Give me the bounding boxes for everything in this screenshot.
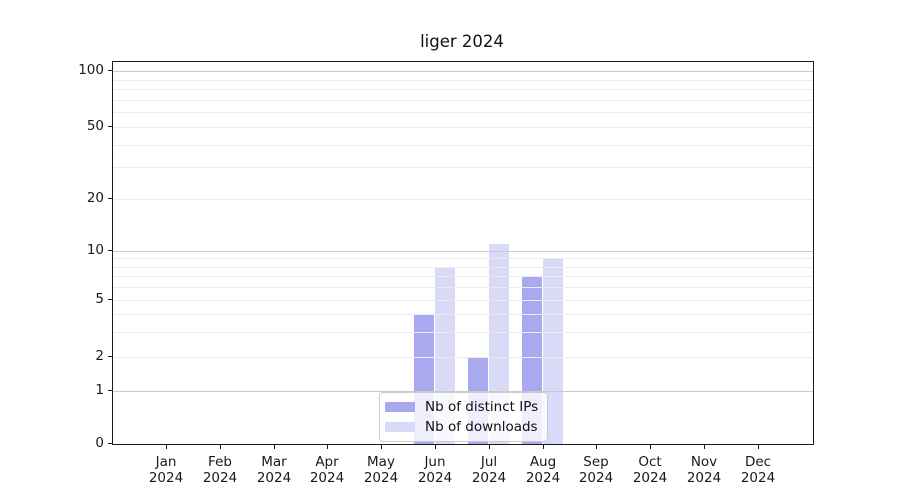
minor-gridline <box>113 145 813 146</box>
minor-gridline <box>113 80 813 81</box>
y-tick-mark <box>108 390 112 391</box>
legend-swatch-distinct-ips <box>385 402 415 412</box>
x-tick-label: Dec 2024 <box>740 454 776 486</box>
y-tick-mark <box>108 250 112 251</box>
legend-label-downloads: Nb of downloads <box>425 419 538 435</box>
x-tick-label: Feb 2024 <box>202 454 238 486</box>
y-tick-mark <box>108 299 112 300</box>
y-tick-mark <box>108 198 112 199</box>
x-tick-mark <box>381 444 382 449</box>
minor-gridline <box>113 300 813 301</box>
x-tick-label: Jun 2024 <box>417 454 453 486</box>
x-tick-mark <box>274 444 275 449</box>
minor-gridline <box>113 287 813 288</box>
minor-gridline <box>113 167 813 168</box>
x-tick-mark <box>704 444 705 449</box>
y-tick-label: 5 <box>95 291 104 307</box>
minor-gridline <box>113 127 813 128</box>
chart-title: liger 2024 <box>420 32 504 51</box>
x-tick-label: Mar 2024 <box>256 454 292 486</box>
x-tick-mark <box>758 444 759 449</box>
x-tick-mark <box>489 444 490 449</box>
x-tick-label: Jan 2024 <box>148 454 184 486</box>
x-tick-label: Oct 2024 <box>632 454 668 486</box>
x-tick-mark <box>166 444 167 449</box>
x-tick-mark <box>650 444 651 449</box>
x-tick-label: May 2024 <box>363 454 399 486</box>
y-tick-label: 20 <box>86 190 104 206</box>
y-tick-label: 1 <box>95 382 104 398</box>
minor-gridline <box>113 267 813 268</box>
x-tick-mark <box>220 444 221 449</box>
minor-gridline <box>113 199 813 200</box>
legend-swatch-downloads <box>385 422 415 432</box>
x-tick-label: Apr 2024 <box>309 454 345 486</box>
x-tick-mark <box>596 444 597 449</box>
y-tick-mark <box>108 443 112 444</box>
plot-area <box>112 61 814 445</box>
y-tick-label: 0 <box>95 435 104 451</box>
minor-gridline <box>113 332 813 333</box>
minor-gridline <box>113 112 813 113</box>
y-tick-mark <box>108 356 112 357</box>
y-tick-label: 100 <box>78 62 104 78</box>
legend-item-downloads: Nb of downloads <box>385 419 538 435</box>
minor-gridline <box>113 89 813 90</box>
y-tick-mark <box>108 70 112 71</box>
y-tick-label: 2 <box>95 348 104 364</box>
y-tick-label: 50 <box>86 118 104 134</box>
x-tick-label: Aug 2024 <box>525 454 561 486</box>
major-gridline <box>113 251 813 252</box>
legend: Nb of distinct IPs Nb of downloads <box>379 392 549 442</box>
x-tick-label: Sep 2024 <box>578 454 614 486</box>
x-tick-label: Jul 2024 <box>471 454 507 486</box>
y-tick-label: 10 <box>86 242 104 258</box>
x-tick-mark <box>327 444 328 449</box>
x-tick-mark <box>543 444 544 449</box>
minor-gridline <box>113 100 813 101</box>
x-tick-label: Nov 2024 <box>686 454 722 486</box>
legend-item-distinct-ips: Nb of distinct IPs <box>385 399 538 415</box>
y-tick-mark <box>108 126 112 127</box>
minor-gridline <box>113 258 813 259</box>
minor-gridline <box>113 314 813 315</box>
legend-label-distinct-ips: Nb of distinct IPs <box>425 399 539 415</box>
minor-gridline <box>113 357 813 358</box>
minor-gridline <box>113 276 813 277</box>
major-gridline <box>113 71 813 72</box>
x-tick-mark <box>435 444 436 449</box>
